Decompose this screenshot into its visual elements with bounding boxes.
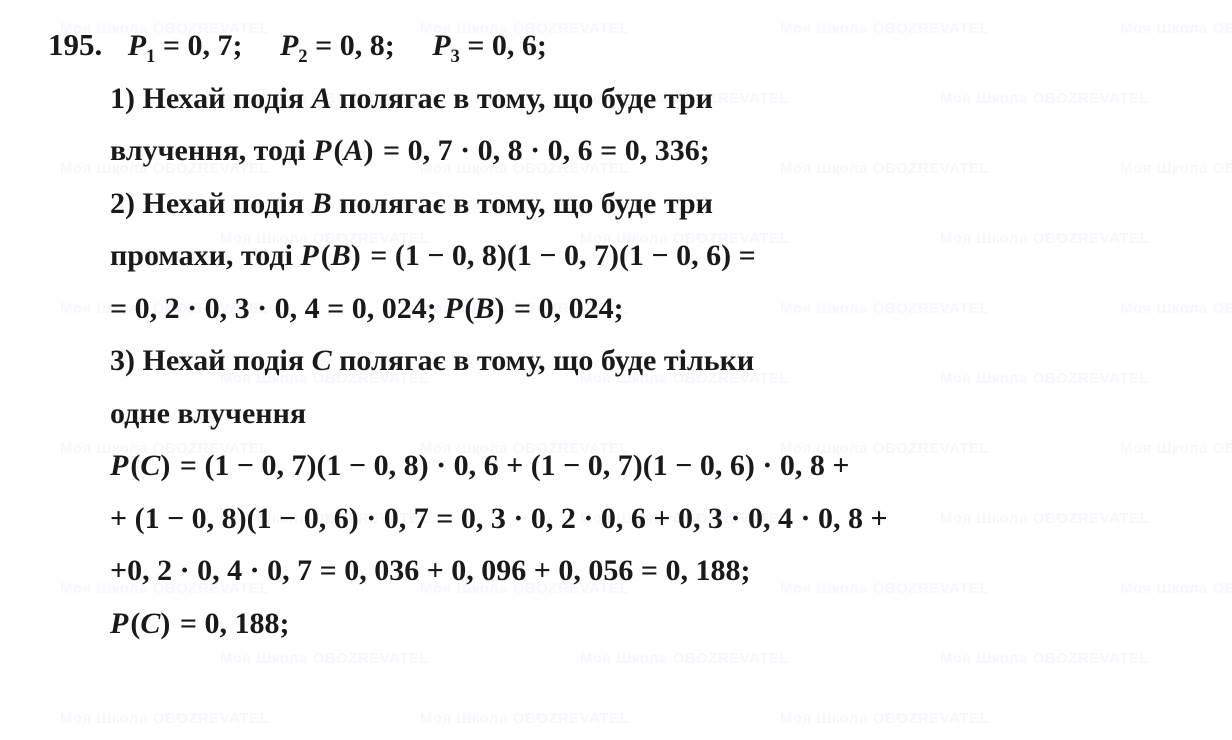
p2-val: = 0, 8; bbox=[315, 29, 395, 62]
p1-sub: 1 bbox=[146, 46, 155, 67]
p1-label: P bbox=[128, 29, 146, 62]
part2-line3: = 0, 2 · 0, 3 · 0, 4 = 0, 024; P(B) = 0,… bbox=[30, 283, 1202, 336]
paren-r: ) bbox=[160, 449, 170, 482]
part3-line1: 3) Нехай подія C полягає в тому, що буде… bbox=[30, 335, 1202, 388]
paren-l: ( bbox=[465, 292, 475, 325]
part2-line3-rest: = 0, 024; bbox=[507, 292, 624, 325]
p2-sub: 2 bbox=[298, 46, 307, 67]
paren-r: ) bbox=[160, 607, 170, 640]
watermark: Моя Школа OBOZREVATEL bbox=[60, 710, 269, 727]
p1-val: = 0, 7; bbox=[163, 29, 243, 62]
watermark: Моя Школа OBOZREVATEL bbox=[420, 710, 629, 727]
part3-line3: P(C) = (1 − 0, 7)(1 − 0, 8) · 0, 6 + (1 … bbox=[30, 440, 1202, 493]
part3-line1-post: полягає в тому, що буде тільки bbox=[332, 344, 755, 377]
p3-label: P bbox=[432, 29, 450, 62]
solution-content: 195. P1 = 0, 7; P2 = 0, 8; P3 = 0, 6; 1)… bbox=[0, 0, 1232, 670]
part2-P2: P bbox=[444, 292, 462, 325]
part1-line2: влучення, тоді P(A) = 0, 7 · 0, 8 · 0, 6… bbox=[30, 125, 1202, 178]
paren-r: ) bbox=[495, 292, 505, 325]
part3-line5: +0, 2 · 0, 4 · 0, 7 = 0, 036 + 0, 096 + … bbox=[110, 554, 750, 587]
paren-l: ( bbox=[130, 607, 140, 640]
paren-l: ( bbox=[334, 134, 344, 167]
paren-r: ) bbox=[351, 239, 361, 272]
p3-val: = 0, 6; bbox=[467, 29, 547, 62]
part2-result-var: B bbox=[475, 292, 495, 325]
part1-line1-pre: 1) Нехай подія bbox=[110, 82, 312, 115]
part3-line5: +0, 2 · 0, 4 · 0, 7 = 0, 036 + 0, 096 + … bbox=[30, 545, 1202, 598]
part3-line1-pre: 3) Нехай подія bbox=[110, 344, 312, 377]
paren-r: ) bbox=[364, 134, 374, 167]
part2-P: P bbox=[300, 239, 318, 272]
watermark: Моя Школа OBOZREVATEL bbox=[780, 710, 989, 727]
part1-formula-var: A bbox=[344, 134, 364, 167]
part3-line4: + (1 − 0, 8)(1 − 0, 6) · 0, 7 = 0, 3 · 0… bbox=[30, 493, 1202, 546]
part1-P: P bbox=[313, 134, 331, 167]
part2-var-b: B bbox=[312, 187, 332, 220]
part1-var-a: A bbox=[312, 82, 332, 115]
part3-P: P bbox=[110, 449, 128, 482]
part1-line1: 1) Нехай подія A полягає в тому, що буде… bbox=[30, 73, 1202, 126]
part3-line6-rest: = 0, 188; bbox=[172, 607, 289, 640]
problem-number: 195. bbox=[48, 27, 102, 62]
given-line: 195. P1 = 0, 7; P2 = 0, 8; P3 = 0, 6; bbox=[30, 18, 1202, 73]
part2-line1-pre: 2) Нехай подія bbox=[110, 187, 312, 220]
part3-line2: одне влучення bbox=[110, 397, 306, 430]
part3-formula-var: C bbox=[140, 449, 160, 482]
part1-line2-rest: = 0, 7 · 0, 8 · 0, 6 = 0, 336; bbox=[376, 134, 710, 167]
part2-line1-post: полягає в тому, що буде три bbox=[332, 187, 713, 220]
part1-line1-post: полягає в тому, що буде три bbox=[332, 82, 713, 115]
part2-formula-var: B bbox=[331, 239, 351, 272]
part2-line2: промахи, тоді P(B) = (1 − 0, 8)(1 − 0, 7… bbox=[30, 230, 1202, 283]
part3-line6: P(C) = 0, 188; bbox=[30, 598, 1202, 651]
part3-line3-rest: = (1 − 0, 7)(1 − 0, 8) · 0, 6 + (1 − 0, … bbox=[172, 449, 849, 482]
part2-line2-rest: = (1 − 0, 8)(1 − 0, 7)(1 − 0, 6) = bbox=[363, 239, 756, 272]
part2-line3-pre: = 0, 2 · 0, 3 · 0, 4 = 0, 024; bbox=[110, 292, 444, 325]
part2-line2-pre: промахи, тоді bbox=[110, 239, 300, 272]
part3-var-c: C bbox=[312, 344, 332, 377]
part3-line2: одне влучення bbox=[30, 388, 1202, 441]
p3-sub: 3 bbox=[451, 46, 460, 67]
part3-P2: P bbox=[110, 607, 128, 640]
part2-line1: 2) Нехай подія B полягає в тому, що буде… bbox=[30, 178, 1202, 231]
paren-l: ( bbox=[130, 449, 140, 482]
paren-l: ( bbox=[321, 239, 331, 272]
p2-label: P bbox=[280, 29, 298, 62]
part1-line2-pre: влучення, тоді bbox=[110, 134, 313, 167]
part3-result-var: C bbox=[140, 607, 160, 640]
part3-line4: + (1 − 0, 8)(1 − 0, 6) · 0, 7 = 0, 3 · 0… bbox=[110, 502, 888, 535]
